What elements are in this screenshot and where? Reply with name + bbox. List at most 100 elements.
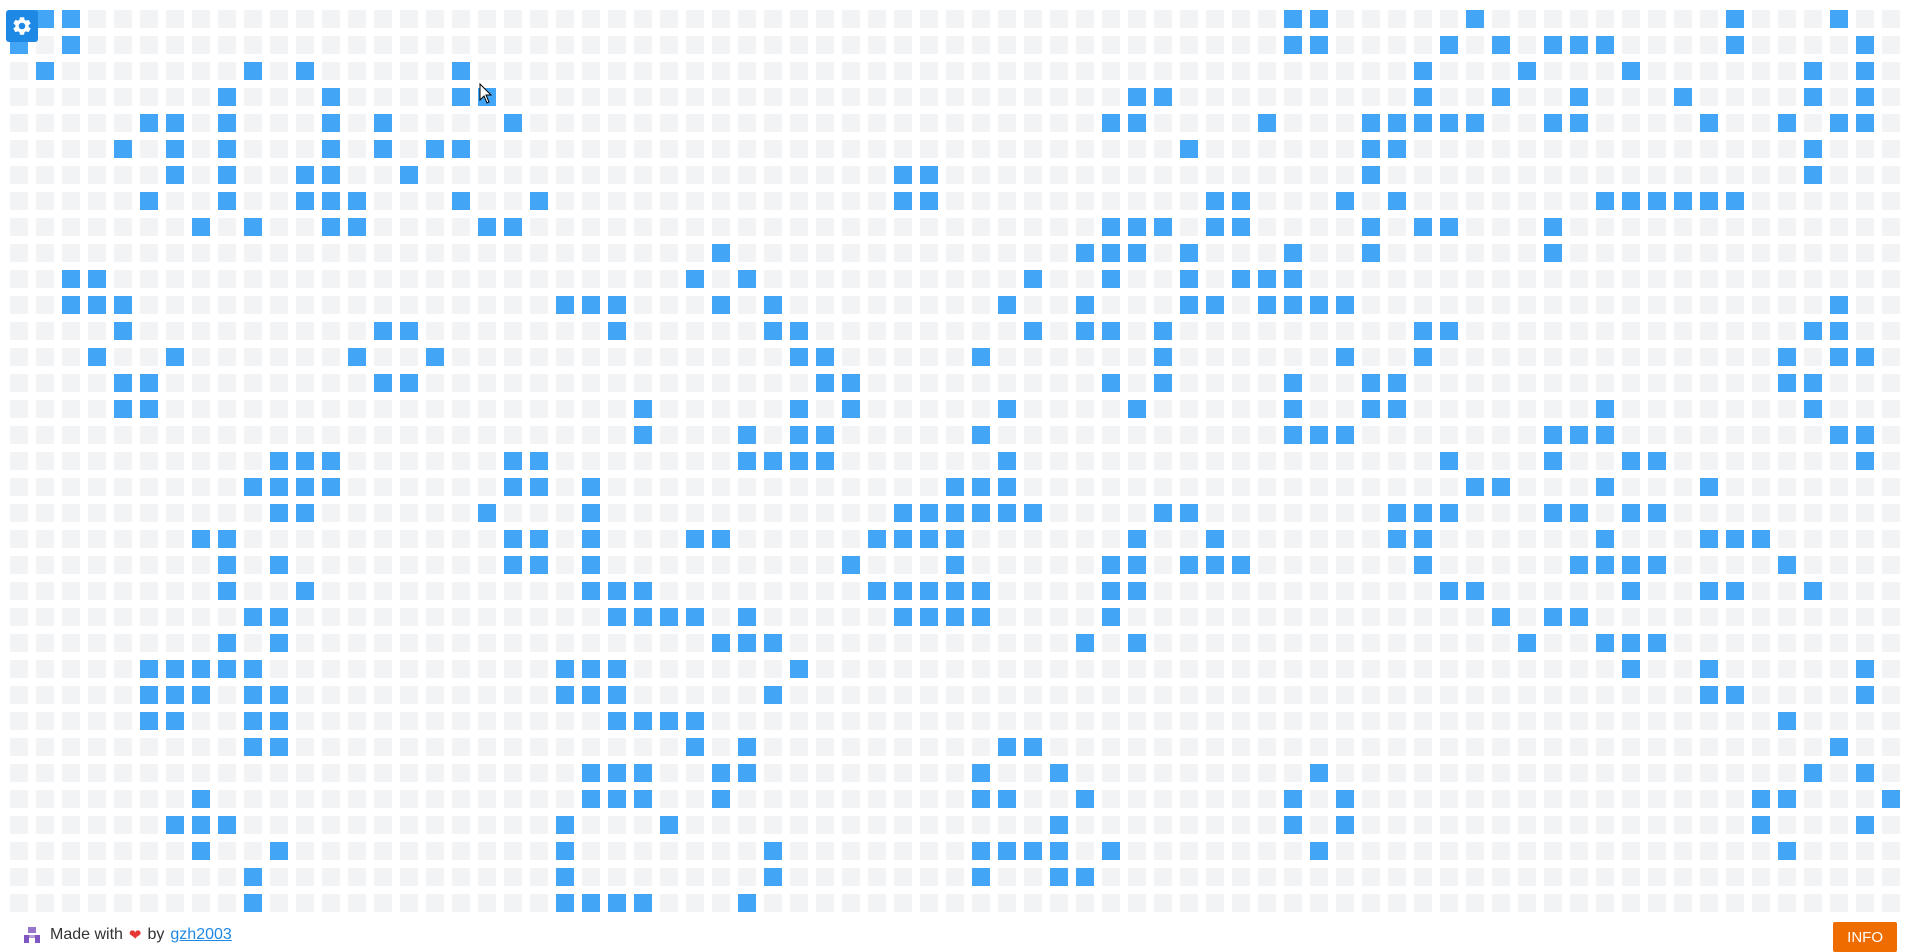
grid-cell[interactable] [1882,608,1900,626]
grid-cell[interactable] [868,88,886,106]
grid-cell[interactable] [1362,660,1380,678]
grid-cell[interactable] [1050,660,1068,678]
grid-cell[interactable] [374,192,392,210]
grid-cell[interactable] [1570,166,1588,184]
grid-cell[interactable] [1882,894,1900,912]
grid-cell[interactable] [270,296,288,314]
grid-cell[interactable] [62,10,80,28]
grid-cell[interactable] [1492,634,1510,652]
grid-cell[interactable] [1544,322,1562,340]
grid-cell[interactable] [1804,686,1822,704]
grid-cell[interactable] [790,348,808,366]
grid-cell[interactable] [868,374,886,392]
grid-cell[interactable] [322,738,340,756]
grid-cell[interactable] [1752,296,1770,314]
grid-cell[interactable] [1570,426,1588,444]
grid-cell[interactable] [296,790,314,808]
grid-cell[interactable] [348,608,366,626]
grid-cell[interactable] [868,764,886,782]
grid-cell[interactable] [1284,114,1302,132]
grid-cell[interactable] [1830,634,1848,652]
grid-cell[interactable] [1362,192,1380,210]
grid-cell[interactable] [1180,322,1198,340]
grid-cell[interactable] [1232,348,1250,366]
grid-cell[interactable] [62,530,80,548]
grid-cell[interactable] [1076,296,1094,314]
grid-cell[interactable] [374,400,392,418]
grid-cell[interactable] [634,322,652,340]
grid-cell[interactable] [504,36,522,54]
grid-cell[interactable] [842,816,860,834]
grid-cell[interactable] [1518,582,1536,600]
grid-cell[interactable] [556,738,574,756]
grid-cell[interactable] [1752,166,1770,184]
grid-cell[interactable] [400,738,418,756]
grid-cell[interactable] [166,582,184,600]
grid-cell[interactable] [1830,764,1848,782]
grid-cell[interactable] [1232,842,1250,860]
grid-cell[interactable] [1232,816,1250,834]
grid-cell[interactable] [1310,790,1328,808]
grid-cell[interactable] [998,842,1016,860]
grid-cell[interactable] [946,296,964,314]
grid-cell[interactable] [816,140,834,158]
grid-cell[interactable] [1518,712,1536,730]
grid-cell[interactable] [868,452,886,470]
grid-cell[interactable] [634,790,652,808]
grid-cell[interactable] [322,296,340,314]
grid-cell[interactable] [1596,10,1614,28]
grid-cell[interactable] [1778,582,1796,600]
grid-cell[interactable] [1258,88,1276,106]
grid-cell[interactable] [1310,166,1328,184]
grid-cell[interactable] [244,530,262,548]
grid-cell[interactable] [1310,894,1328,912]
grid-cell[interactable] [894,374,912,392]
grid-cell[interactable] [1492,712,1510,730]
grid-cell[interactable] [738,62,756,80]
grid-cell[interactable] [140,192,158,210]
grid-cell[interactable] [374,712,392,730]
grid-cell[interactable] [1284,764,1302,782]
grid-cell[interactable] [1752,660,1770,678]
grid-cell[interactable] [1180,504,1198,522]
grid-cell[interactable] [1180,166,1198,184]
grid-cell[interactable] [114,478,132,496]
grid-cell[interactable] [478,634,496,652]
grid-cell[interactable] [920,270,938,288]
grid-cell[interactable] [504,400,522,418]
grid-cell[interactable] [114,348,132,366]
grid-cell[interactable] [1388,842,1406,860]
grid-cell[interactable] [1076,218,1094,236]
grid-cell[interactable] [738,816,756,834]
grid-cell[interactable] [374,10,392,28]
grid-cell[interactable] [556,868,574,886]
grid-cell[interactable] [608,478,626,496]
grid-cell[interactable] [426,764,444,782]
grid-cell[interactable] [530,140,548,158]
grid-cell[interactable] [842,426,860,444]
grid-cell[interactable] [1518,478,1536,496]
grid-cell[interactable] [348,426,366,444]
grid-cell[interactable] [1102,868,1120,886]
grid-cell[interactable] [88,686,106,704]
grid-cell[interactable] [1128,608,1146,626]
grid-cell[interactable] [1310,88,1328,106]
grid-cell[interactable] [1856,192,1874,210]
grid-cell[interactable] [738,88,756,106]
grid-cell[interactable] [1700,842,1718,860]
grid-cell[interactable] [1388,608,1406,626]
grid-cell[interactable] [62,712,80,730]
grid-cell[interactable] [1492,842,1510,860]
grid-cell[interactable] [1310,686,1328,704]
grid-cell[interactable] [1362,452,1380,470]
grid-cell[interactable] [296,842,314,860]
grid-cell[interactable] [1752,270,1770,288]
grid-cell[interactable] [1544,374,1562,392]
grid-cell[interactable] [114,738,132,756]
grid-cell[interactable] [556,790,574,808]
grid-cell[interactable] [790,166,808,184]
grid-cell[interactable] [1414,686,1432,704]
grid-cell[interactable] [1700,582,1718,600]
grid-cell[interactable] [322,764,340,782]
grid-cell[interactable] [1284,790,1302,808]
